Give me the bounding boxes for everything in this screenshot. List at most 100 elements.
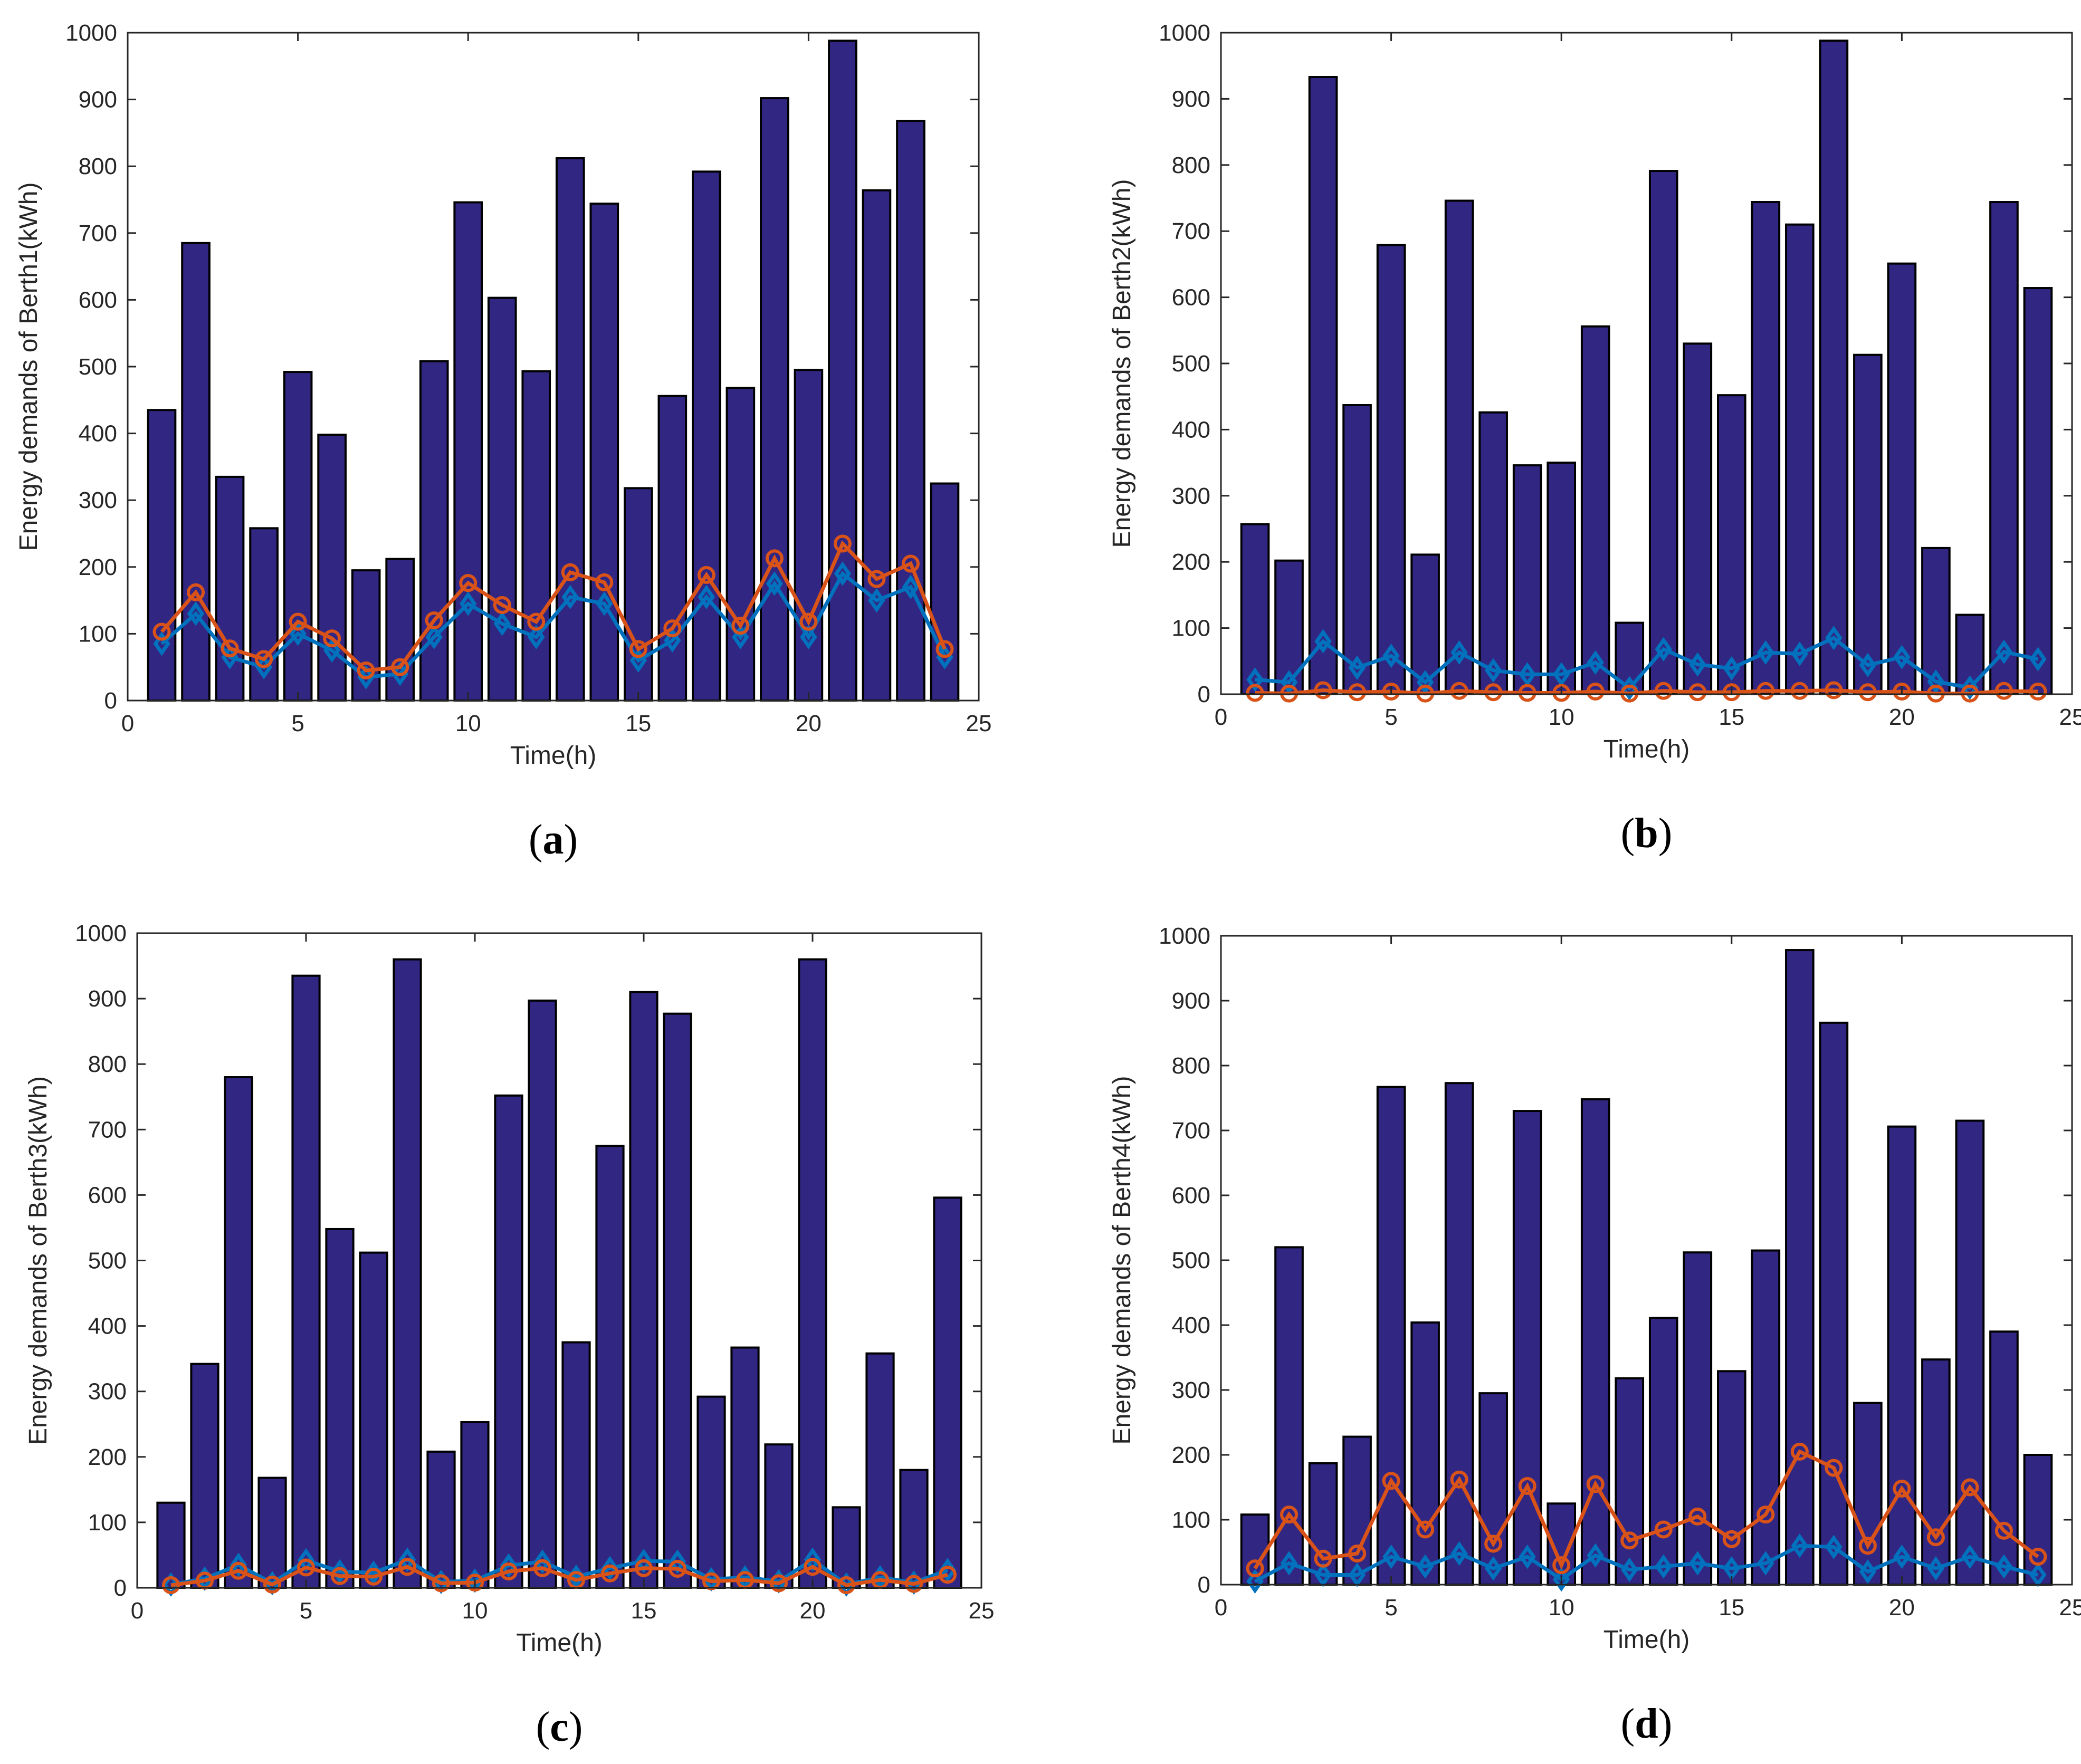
data-point <box>1893 1479 1911 1498</box>
data-point <box>2029 1548 2047 1566</box>
y-tick-label: 400 <box>88 1314 127 1339</box>
chart-a: 0 5 10 15 20 25 0 100 200 300 400 500 600 700 800 900 10… <box>15 20 992 863</box>
data-point <box>601 1556 619 1580</box>
x-tick-label: 15 <box>1719 704 1744 730</box>
y-tick-label: 600 <box>79 287 117 313</box>
bar <box>453 201 483 702</box>
y-tick-label: 100 <box>79 621 117 647</box>
bar <box>1921 1358 1951 1586</box>
bar <box>494 1094 523 1589</box>
data-point <box>391 662 409 686</box>
data-point <box>162 1576 180 1595</box>
data-point <box>187 601 205 626</box>
data-point <box>1723 656 1740 681</box>
data-point <box>398 1558 416 1576</box>
data-point <box>1553 1567 1570 1592</box>
y-tick-label: 300 <box>1172 1377 1210 1403</box>
bar <box>1955 1119 1985 1586</box>
x-tick-label: 0 <box>131 1598 144 1624</box>
bar <box>1751 201 1781 695</box>
data-point <box>255 650 273 668</box>
bar <box>1478 411 1508 695</box>
data-point <box>939 1566 957 1584</box>
data-point <box>1382 682 1400 701</box>
data-point <box>1586 1475 1605 1493</box>
bar <box>1444 199 1474 695</box>
data-point <box>1722 683 1741 702</box>
x-tick-label: 5 <box>1385 704 1397 730</box>
data-point <box>1655 1554 1672 1579</box>
data-point <box>1587 1543 1604 1568</box>
data-point <box>1314 1549 1332 1568</box>
bar <box>359 1251 388 1589</box>
data-point <box>1859 653 1877 677</box>
data-point <box>323 638 341 663</box>
data-point <box>1314 681 1332 699</box>
chart-c: 0 5 10 15 20 25 0 100 200 300 400 500 600 700 800 900 10… <box>24 921 994 1750</box>
data-point <box>1450 640 1468 665</box>
y-tick-label: 0 <box>114 1575 127 1601</box>
data-point <box>493 611 511 636</box>
bar <box>2023 287 2053 695</box>
bar <box>726 387 756 702</box>
bar <box>657 395 688 702</box>
x-tick-label: 25 <box>966 711 992 736</box>
y-tick-label: 500 <box>79 354 117 380</box>
bar <box>147 409 177 702</box>
x-tick-label: 10 <box>462 1598 488 1624</box>
bar <box>521 370 551 702</box>
data-point <box>1246 684 1264 702</box>
data-point <box>1757 1506 1775 1524</box>
data-point <box>1450 1470 1468 1489</box>
y-tick-label: 200 <box>88 1444 127 1470</box>
bar <box>190 1363 219 1589</box>
data-point <box>528 625 545 649</box>
data-point <box>1246 1569 1264 1594</box>
data-point <box>1382 644 1400 668</box>
y-tick-label: 900 <box>1172 988 1210 1014</box>
y-axis-title: Energy demands of Berth3(kWh) <box>24 1076 52 1445</box>
x-tick-label: 15 <box>1719 1595 1744 1621</box>
data-point <box>1722 1530 1741 1548</box>
data-point <box>1484 658 1502 683</box>
data-point <box>1348 1544 1367 1562</box>
x-tick-label: 20 <box>796 711 822 736</box>
y-tick-label: 100 <box>1172 616 1210 641</box>
bar <box>283 371 313 702</box>
data-point <box>187 583 205 601</box>
data-point <box>601 1564 619 1583</box>
data-point <box>1348 683 1367 702</box>
data-point <box>1246 667 1264 692</box>
y-tick-label: 200 <box>1172 549 1210 575</box>
bar <box>181 242 211 702</box>
x-tick-label: 5 <box>1385 1595 1397 1621</box>
y-tick-label: 200 <box>79 554 117 580</box>
bar <box>760 97 789 702</box>
y-axis-title: Energy demands of Berth2(kWh) <box>1108 179 1136 548</box>
chart-panel-c: 0 5 10 15 20 25 0 100 200 300 400 500 600 700 800 900 10… <box>0 882 1040 1764</box>
y-tick-label: 900 <box>1172 86 1210 112</box>
data-point <box>1825 1535 1843 1559</box>
y-tick-label: 200 <box>1172 1442 1210 1468</box>
bar <box>730 1346 760 1589</box>
chart-d: 0 5 10 15 20 25 0 100 200 300 400 500 600 700 800 900 10… <box>1108 923 2081 1747</box>
bar <box>798 958 827 1589</box>
data-point <box>527 612 546 631</box>
data-point <box>1893 1545 1911 1569</box>
data-point <box>561 584 579 609</box>
data-point <box>833 534 852 553</box>
data-point <box>664 628 681 653</box>
bar <box>933 1196 962 1589</box>
data-point <box>1927 1556 1945 1581</box>
bar <box>1989 201 2019 695</box>
data-point <box>500 1562 518 1580</box>
bar <box>589 203 619 702</box>
data-point <box>629 648 647 673</box>
bar <box>595 1145 625 1589</box>
bar <box>862 189 892 702</box>
bar <box>896 120 925 702</box>
x-tick-label: 0 <box>1215 1595 1227 1621</box>
data-point <box>766 571 784 596</box>
data-point <box>1757 682 1775 700</box>
y-tick-label: 500 <box>88 1248 127 1274</box>
